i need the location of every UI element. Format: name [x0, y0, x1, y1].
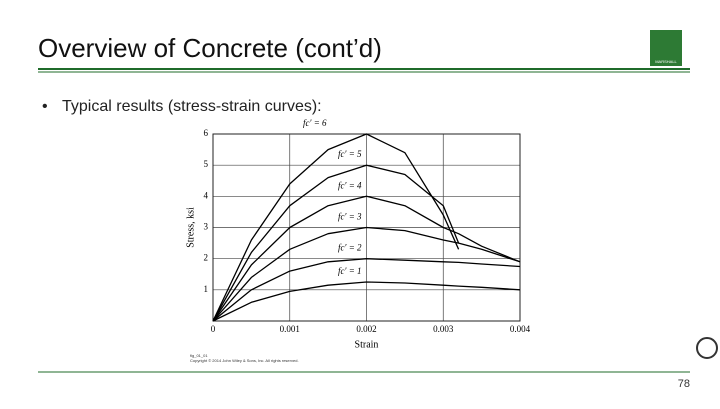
curve: [212, 258, 521, 322]
x-tick-label: 0: [211, 324, 216, 334]
curve-label: fc′ = 5: [338, 149, 362, 159]
curve-label: fc′ = 3: [338, 212, 362, 222]
bullet-dot: •: [42, 98, 48, 115]
x-axis-label: Strain: [355, 339, 379, 350]
plot: 1 2 3 4 5 6 0 0.001 0.002 0.003 0.004 Strain Stress,…: [185, 118, 530, 350]
curve-label: fc′ = 6: [303, 118, 327, 128]
y-tick-label: 3: [204, 222, 209, 232]
figure-id: fig_01_01: [190, 353, 208, 358]
curve: [212, 133, 460, 322]
bullet-text: Typical results (stress-strain curves):: [62, 98, 322, 115]
x-tick-label: 0.002: [356, 324, 376, 334]
curve-label: fc′ = 4: [338, 180, 362, 190]
x-tick-label: 0.001: [280, 324, 300, 334]
page-number: 78: [678, 378, 690, 390]
curve: [212, 164, 460, 322]
logo: [650, 30, 682, 66]
curve-label: fc′ = 2: [338, 243, 362, 253]
y-tick-label: 4: [204, 190, 209, 200]
copyright: Copyright © 2014 John Wiley & Sons, Inc.…: [190, 358, 299, 363]
curve: [212, 281, 521, 322]
logo-text: MARSHALL: [655, 59, 677, 64]
y-tick-label: 6: [204, 128, 209, 138]
y-tick-label: 1: [204, 284, 209, 294]
y-axis-label: Stress, ksi: [185, 207, 196, 248]
x-tick-label: 0.004: [510, 324, 531, 334]
curve: [212, 226, 521, 322]
y-tick-label: 5: [204, 159, 209, 169]
y-tick-label: 2: [204, 253, 209, 263]
curve: [212, 195, 521, 322]
curve-label: fc′ = 1: [338, 266, 362, 276]
edit-icon[interactable]: [696, 337, 718, 359]
x-tick-label: 0.003: [433, 324, 454, 334]
slide-title: Overview of Concrete (cont’d): [38, 33, 382, 63]
